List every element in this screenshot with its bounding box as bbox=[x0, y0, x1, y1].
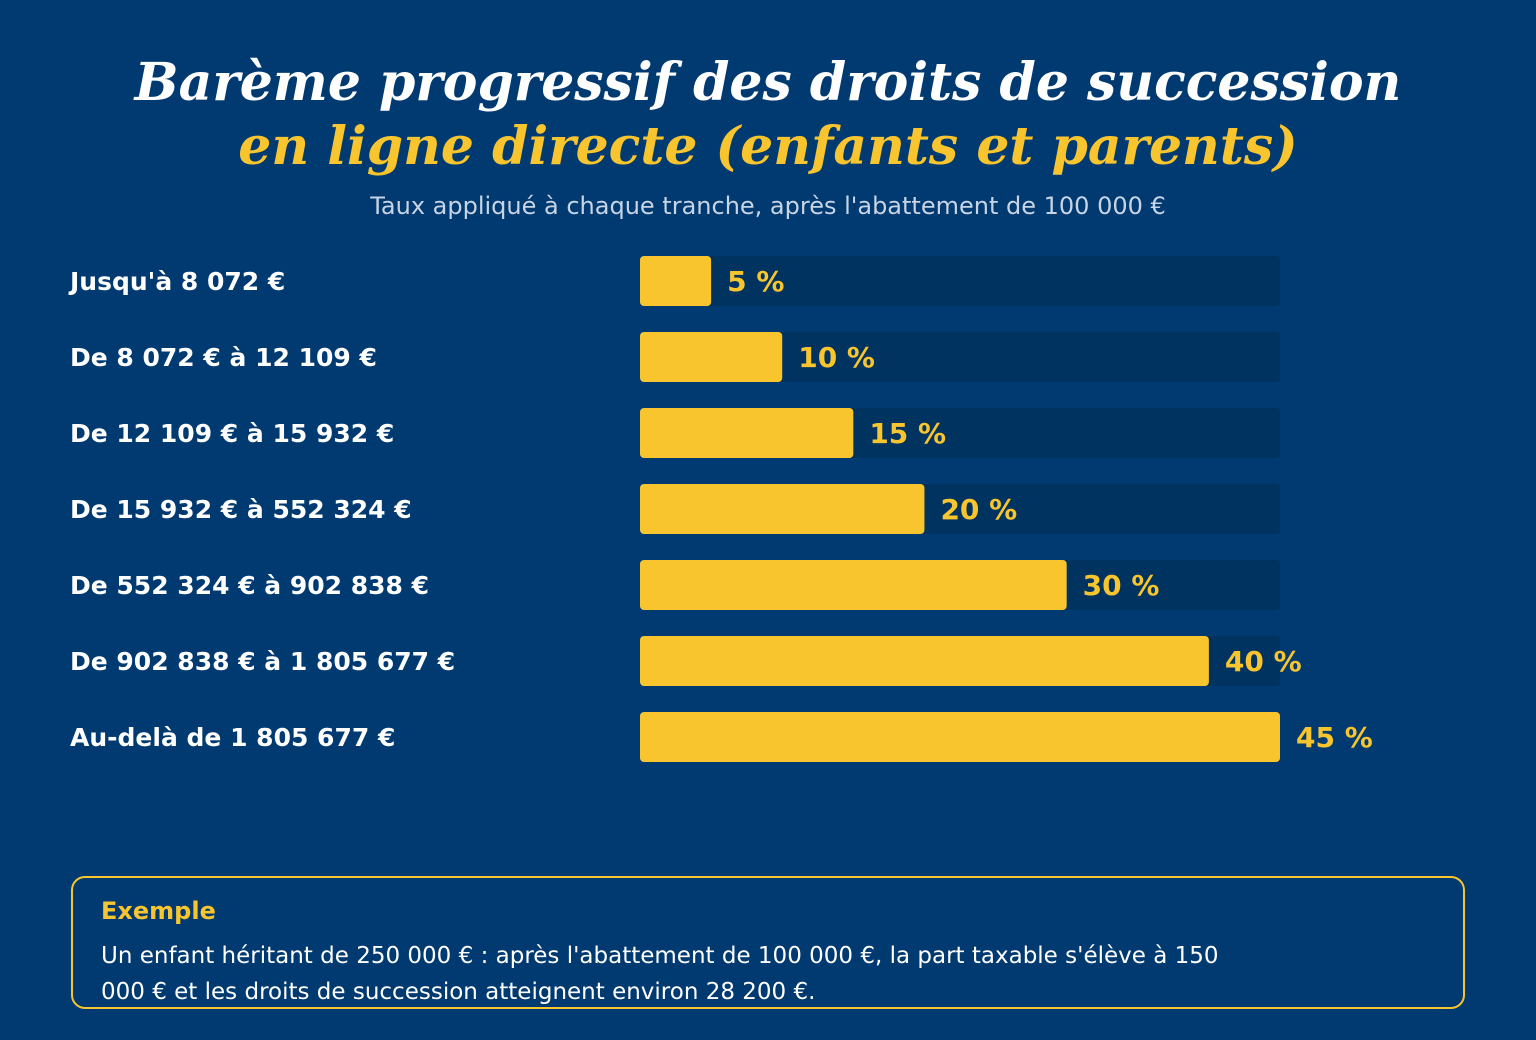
bar-track bbox=[640, 332, 1280, 382]
bar-track bbox=[640, 256, 1280, 306]
category-label: Jusqu'à 8 072 € bbox=[68, 267, 285, 296]
bar bbox=[640, 712, 1280, 762]
category-label: De 902 838 € à 1 805 677 € bbox=[70, 647, 455, 676]
example-title: Exemple bbox=[101, 897, 216, 925]
value-label: 5 % bbox=[727, 265, 784, 298]
value-label: 15 % bbox=[869, 417, 946, 450]
bar-chart: Jusqu'à 8 072 € 5 % De 8 072 € à 12 109 € 1… bbox=[68, 256, 1373, 762]
value-label: 30 % bbox=[1083, 569, 1160, 602]
value-label: 45 % bbox=[1296, 721, 1373, 754]
bar bbox=[640, 560, 1067, 610]
chart-subtitle: Taux appliqué à chaque tranche, après l'… bbox=[370, 192, 1166, 220]
bar bbox=[640, 484, 925, 534]
example-text: Un enfant héritant de 250 000 € : après … bbox=[101, 943, 1219, 1005]
bar bbox=[640, 408, 854, 458]
example-box: Exemple Un enfant héritant de 250 000 € … bbox=[71, 876, 1465, 1009]
chart-title-line2: en ligne directe (enfants et parents) bbox=[238, 116, 1298, 177]
value-label: 20 % bbox=[940, 493, 1017, 526]
chart-title: Barème progressif des droits de successi… bbox=[134, 52, 1402, 113]
category-label: De 552 324 € à 902 838 € bbox=[70, 571, 429, 600]
category-label: De 15 932 € à 552 324 € bbox=[70, 495, 412, 524]
category-label: De 12 109 € à 15 932 € bbox=[70, 419, 394, 448]
value-label: 40 % bbox=[1225, 645, 1302, 678]
category-label: Au-delà de 1 805 677 € bbox=[70, 723, 395, 752]
bar bbox=[640, 636, 1209, 686]
value-label: 10 % bbox=[798, 341, 875, 374]
category-label: De 8 072 € à 12 109 € bbox=[70, 343, 377, 372]
bar bbox=[640, 256, 712, 306]
bar bbox=[640, 332, 783, 382]
